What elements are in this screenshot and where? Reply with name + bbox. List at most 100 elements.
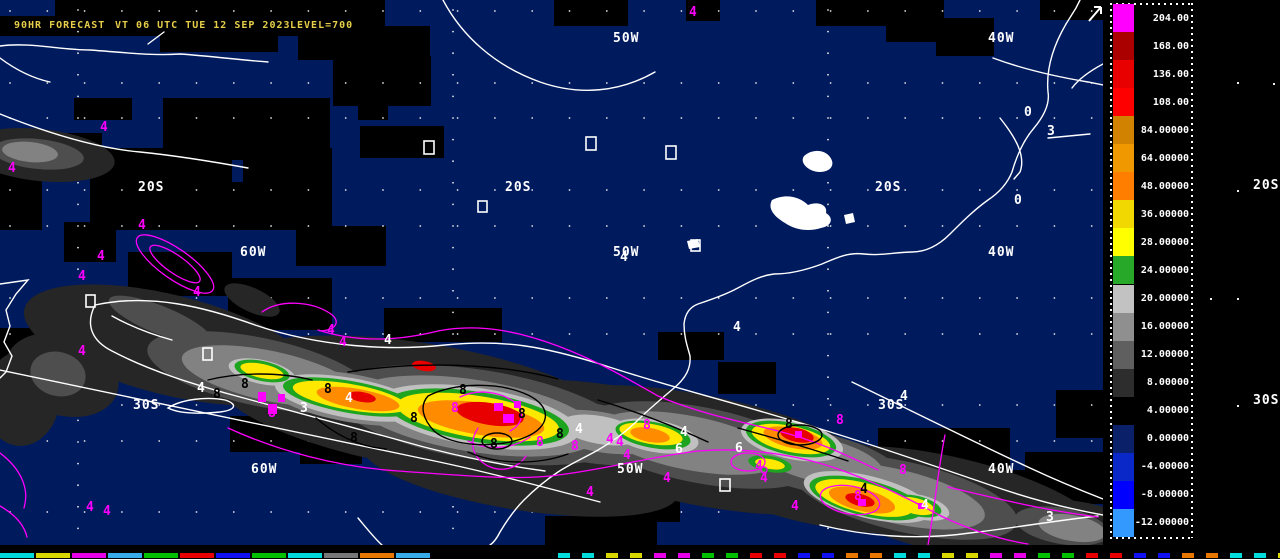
- grid-dot: [680, 82, 683, 84]
- grid-dot: [829, 333, 832, 335]
- grid-dot: [419, 297, 422, 299]
- colorbar-value: -4.00000: [1140, 461, 1189, 473]
- colorbar-value: 36.00000: [1140, 208, 1189, 220]
- lon-label: 50W: [613, 31, 639, 46]
- contour-label: 6: [735, 441, 744, 456]
- grid-dot: [77, 462, 79, 465]
- grid-dot: [344, 82, 347, 84]
- contour-label: 0: [1024, 105, 1033, 120]
- grid-dot: [121, 10, 123, 12]
- contour-label: 8: [643, 418, 652, 433]
- grid-dot: [978, 117, 981, 119]
- colorbar-segment: [1113, 312, 1134, 341]
- grid-dot: [904, 10, 907, 12]
- coastlines-white-contours: [1047, 133, 1091, 139]
- grid-dot: [307, 225, 310, 227]
- grid-dot: [121, 440, 123, 442]
- grid-dot: [456, 333, 459, 335]
- strip-dash: [582, 553, 594, 558]
- lon-label: 60W: [251, 462, 277, 477]
- grid-dot: [382, 225, 384, 227]
- grid-dot: [717, 10, 720, 12]
- magenta-contours: [927, 434, 946, 546]
- station-box-glyph: [719, 478, 731, 492]
- grid-dot: [827, 289, 829, 292]
- grid-dot: [1237, 298, 1239, 300]
- grid-dot: [531, 297, 534, 299]
- grid-dot: [717, 225, 720, 227]
- colorbar-value: 108.00: [1152, 96, 1189, 108]
- grid-dot: [941, 404, 944, 406]
- grid-dot: [452, 268, 454, 271]
- grid-dot: [867, 189, 869, 191]
- grid-dot: [680, 225, 683, 227]
- grid-dot: [1016, 10, 1018, 12]
- grid-dot: [1237, 190, 1239, 192]
- grid-dot: [344, 511, 347, 513]
- grid-dot: [232, 189, 235, 191]
- shade-patch-4to8: [384, 308, 502, 342]
- grid-dot: [531, 333, 534, 335]
- cloud-blob: [844, 213, 855, 224]
- grid-dot: [867, 297, 869, 299]
- grid-dot: [1053, 440, 1056, 442]
- grid-dot: [1090, 189, 1093, 191]
- station-box-glyph: [665, 145, 677, 160]
- colorbar-segment: [1113, 396, 1134, 425]
- shade-patch-4to8: [230, 182, 332, 230]
- strip-dash: [1014, 553, 1026, 558]
- grid-dot: [344, 225, 347, 227]
- colorbar-segment: [1113, 368, 1134, 397]
- contour-label: 4: [327, 323, 336, 338]
- grid-dot: [904, 225, 907, 227]
- grid-dot: [867, 82, 869, 84]
- grid-dot: [1090, 10, 1093, 12]
- grid-dot: [195, 117, 198, 119]
- grid-dot: [77, 203, 79, 206]
- grid-dot: [195, 225, 198, 227]
- contour-label: 8: [836, 413, 845, 428]
- grid-dot: [1090, 440, 1093, 442]
- colorbar-segment: [1113, 228, 1134, 257]
- contour-label: 4: [384, 333, 393, 348]
- grid-dot: [77, 419, 79, 422]
- grid-dot: [827, 311, 829, 314]
- grid-dot: [827, 73, 829, 76]
- strip-segment: [180, 553, 214, 558]
- black-contours: [777, 424, 823, 446]
- peak-marker: [858, 499, 866, 506]
- grid-dot: [827, 354, 829, 357]
- contour-label: 4: [921, 498, 930, 513]
- lon-label: 40W: [988, 462, 1014, 477]
- shade-patch-4to8: [1056, 390, 1103, 438]
- grid-dot: [77, 441, 79, 443]
- magenta-contours: [135, 234, 215, 294]
- cloud-blob: [770, 196, 831, 231]
- grid-dot: [1090, 404, 1093, 406]
- coastlines-white-contours: [0, 57, 51, 83]
- grid-dot: [827, 397, 829, 400]
- magenta-contours: [227, 427, 1029, 545]
- grid-dot: [494, 10, 496, 12]
- grid-dot: [77, 30, 79, 33]
- grid-dot: [456, 511, 459, 513]
- contour-label: 4: [689, 5, 698, 20]
- grid-dot: [941, 117, 944, 119]
- strip-dash: [1182, 553, 1194, 558]
- colorbar-segment: [1113, 144, 1134, 173]
- grid-dot: [827, 419, 829, 422]
- grid-dot: [1090, 117, 1093, 119]
- grid-dot: [792, 404, 795, 406]
- grid-dot: [568, 333, 571, 335]
- colorbar-segment: [1113, 424, 1134, 453]
- grid-dot: [158, 511, 161, 513]
- grid-dot: [1273, 83, 1275, 85]
- grid-dot: [978, 440, 981, 442]
- grid-dot: [904, 297, 907, 299]
- coastlines-white-contours: [0, 113, 249, 169]
- wind-arrow-icon: [1088, 6, 1102, 22]
- grid-dot: [83, 511, 86, 513]
- contour-label: 4: [860, 482, 869, 497]
- grid-dot: [1016, 333, 1018, 335]
- contour-label: 4: [78, 344, 87, 359]
